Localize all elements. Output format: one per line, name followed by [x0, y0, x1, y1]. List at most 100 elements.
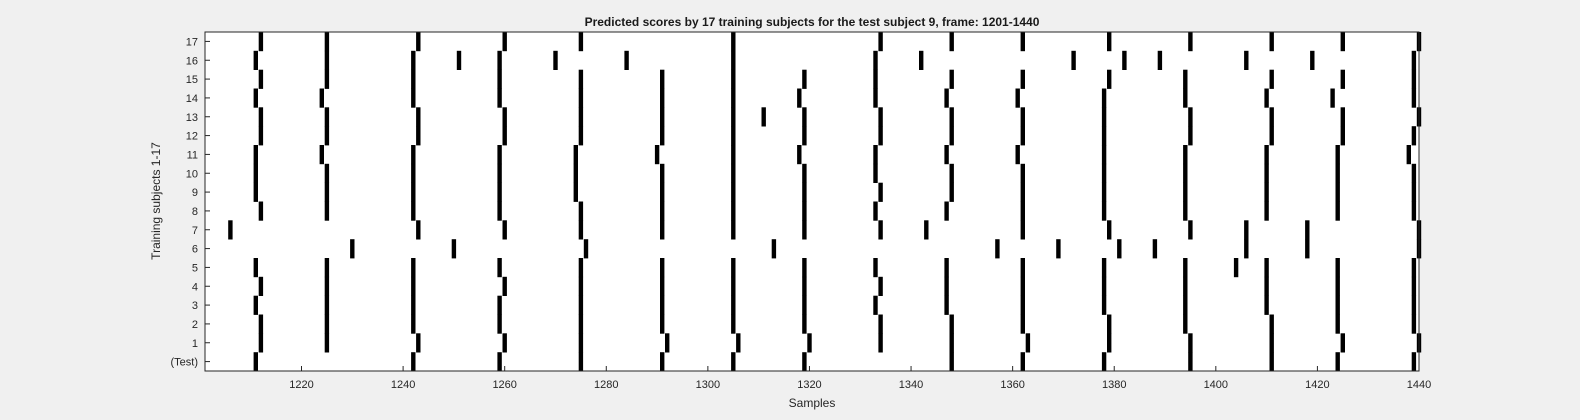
mark-row-8-10 — [1020, 201, 1025, 221]
mark-row-11-4 — [573, 145, 578, 165]
mark-row-11-15 — [1406, 145, 1411, 165]
mark-row-0-6 — [802, 352, 807, 372]
mark-row-4-5 — [660, 276, 665, 296]
mark-row-11-0 — [253, 145, 258, 165]
mark-row-16-9 — [919, 50, 924, 70]
mark-row-2-6 — [731, 314, 736, 334]
mark-row-13-13 — [1188, 107, 1193, 127]
mark-row-3-7 — [802, 295, 807, 315]
mark-row-5-0 — [253, 258, 258, 278]
mark-row-2-7 — [802, 314, 807, 334]
mark-row-0-9 — [1101, 352, 1107, 372]
plot-frame — [204, 31, 1420, 372]
mark-row-14-3 — [497, 88, 502, 108]
mark-row-4-14 — [1335, 276, 1340, 296]
mark-row-14-5 — [660, 88, 665, 108]
mark-row-15-10 — [1020, 69, 1025, 89]
mark-row-10-0 — [253, 163, 258, 183]
mark-row-10-7 — [802, 163, 807, 183]
mark-row-1-10 — [1025, 333, 1031, 353]
mark-row-10-11 — [1101, 163, 1107, 183]
mark-row-7-8 — [924, 220, 929, 240]
mark-row-11-3 — [497, 145, 502, 165]
mark-row-1-4 — [578, 333, 584, 353]
mark-row-9-9 — [949, 182, 954, 202]
mark-row-0-11 — [1269, 352, 1274, 372]
mark-row-16-1 — [324, 50, 330, 70]
chart-title: Predicted scores by 17 training subjects… — [585, 15, 1040, 29]
mark-row-7-6 — [802, 220, 807, 240]
y-tick-label-15: 15 — [186, 74, 198, 86]
mark-row-9-15 — [1411, 182, 1417, 202]
y-tick-label-9: 9 — [192, 187, 198, 199]
x-tick-label-11: 1440 — [1407, 379, 1431, 391]
mark-row-14-10 — [1015, 88, 1020, 108]
mark-row-3-13 — [1264, 295, 1269, 315]
mark-row-16-2 — [411, 50, 416, 70]
mark-row-8-9 — [944, 201, 949, 221]
mark-row-14-11 — [1101, 88, 1107, 108]
y-tick-label-11: 11 — [187, 149, 198, 161]
mark-row-4-1 — [324, 276, 330, 296]
mark-row-15-0 — [258, 69, 264, 89]
mark-row-8-2 — [411, 201, 416, 221]
x-axis-label: Samples — [789, 396, 836, 410]
mark-row-6-8 — [1244, 239, 1249, 259]
mark-row-2-11 — [1107, 314, 1112, 334]
mark-row-7-10 — [1107, 220, 1112, 240]
mark-row-16-8 — [873, 50, 878, 70]
mark-row-1-8 — [878, 333, 883, 353]
mark-row-5-6 — [731, 258, 736, 278]
y-tick-label-7: 7 — [192, 225, 198, 237]
x-tick-label-7: 1360 — [1000, 379, 1024, 391]
mark-row-15-2 — [411, 69, 416, 89]
mark-row-12-15 — [1411, 126, 1417, 146]
mark-row-16-3 — [456, 50, 462, 70]
y-tick-label-6: 6 — [192, 244, 198, 256]
mark-row-15-5 — [660, 69, 665, 89]
mark-row-17-3 — [502, 32, 507, 52]
mark-row-8-7 — [802, 201, 807, 221]
mark-row-8-3 — [497, 201, 502, 221]
mark-row-16-0 — [253, 50, 258, 70]
y-tick-label-5: 5 — [192, 262, 198, 274]
mark-row-4-10 — [1020, 276, 1025, 296]
mark-row-9-2 — [411, 182, 416, 202]
x-tick-label-2: 1260 — [492, 379, 516, 391]
mark-row-4-3 — [502, 276, 507, 296]
mark-row-7-11 — [1188, 220, 1193, 240]
mark-row-1-9 — [949, 333, 954, 353]
mark-row-7-4 — [660, 220, 665, 240]
mark-row-6-4 — [995, 239, 1000, 259]
mark-row-13-2 — [416, 107, 421, 127]
y-axis-label: Training subjects 1-17 — [149, 142, 163, 260]
mark-row-4-11 — [1101, 276, 1107, 296]
mark-row-1-1 — [324, 333, 330, 353]
mark-row-13-4 — [578, 107, 584, 127]
mark-row-7-2 — [502, 220, 507, 240]
mark-row-11-13 — [1264, 145, 1269, 165]
mark-row-14-12 — [1183, 88, 1188, 108]
y-tick-label-0: (Test) — [171, 357, 199, 369]
mark-row-10-5 — [660, 163, 665, 183]
mark-row-7-9 — [1020, 220, 1025, 240]
mark-row-8-12 — [1183, 201, 1188, 221]
mark-row-14-1 — [319, 88, 324, 108]
mark-row-14-14 — [1330, 88, 1335, 108]
mark-row-3-15 — [1411, 295, 1417, 315]
mark-row-13-10 — [949, 107, 954, 127]
mark-row-12-12 — [1188, 126, 1193, 146]
mark-row-3-5 — [660, 295, 665, 315]
mark-row-4-9 — [944, 276, 949, 296]
mark-row-10-10 — [1020, 163, 1025, 183]
mark-row-9-1 — [324, 182, 330, 202]
mark-row-15-7 — [802, 69, 807, 89]
mark-row-2-0 — [258, 314, 264, 334]
x-tick-label-3: 1280 — [594, 379, 618, 391]
mark-row-17-0 — [258, 32, 264, 52]
mark-row-4-2 — [411, 276, 416, 296]
mark-row-8-11 — [1101, 201, 1107, 221]
mark-row-17-8 — [1020, 32, 1025, 52]
y-tick-label-1: 1 — [192, 338, 198, 350]
